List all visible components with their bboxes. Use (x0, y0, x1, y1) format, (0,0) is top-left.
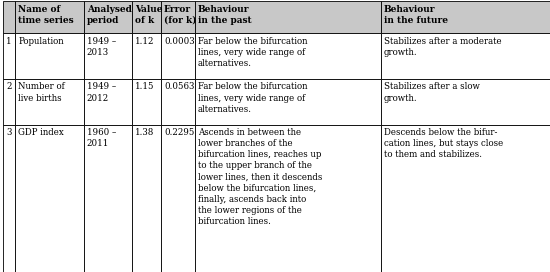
Bar (3, 33, 15, 79)
Bar (195, 33, 381, 79)
Text: Value
of k: Value of k (135, 5, 163, 25)
Text: Far below the bifurcation
lines, very wide range of
alternatives.: Far below the bifurcation lines, very wi… (198, 82, 307, 114)
Bar (161, 1, 195, 33)
Bar (84, 33, 132, 79)
Text: Behaviour
in the past: Behaviour in the past (198, 5, 252, 25)
Bar (161, 33, 195, 79)
Bar (132, 1, 161, 33)
Bar (84, 125, 132, 272)
Text: Behaviour
in the future: Behaviour in the future (384, 5, 448, 25)
Text: Far below the bifurcation
lines, very wide range of
alternatives.: Far below the bifurcation lines, very wi… (198, 37, 307, 68)
Text: Name of
time series: Name of time series (18, 5, 74, 25)
Bar (3, 1, 15, 33)
Bar (381, 1, 550, 33)
Bar (15, 33, 84, 79)
Text: 1949 –
2012: 1949 – 2012 (87, 82, 116, 103)
Text: 3: 3 (6, 128, 12, 137)
Text: Population: Population (18, 37, 64, 46)
Bar (381, 125, 550, 272)
Bar (195, 79, 381, 125)
Text: Error
(for k): Error (for k) (164, 5, 196, 25)
Text: 1949 –
2013: 1949 – 2013 (87, 37, 116, 57)
Text: Descends below the bifur-
cation lines, but stays close
to them and stabilizes.: Descends below the bifur- cation lines, … (384, 128, 503, 159)
Text: 0.0563: 0.0563 (164, 82, 194, 91)
Bar (132, 125, 161, 272)
Text: Stabilizes after a slow
growth.: Stabilizes after a slow growth. (384, 82, 480, 103)
Bar (381, 33, 550, 79)
Text: 1: 1 (6, 37, 12, 46)
Text: 2: 2 (6, 82, 12, 91)
Bar (15, 125, 84, 272)
Text: 0.2295: 0.2295 (164, 128, 194, 137)
Bar (15, 1, 84, 33)
Bar (84, 1, 132, 33)
Bar (84, 79, 132, 125)
Text: 1960 –
2011: 1960 – 2011 (87, 128, 116, 148)
Text: Ascends in between the
lower branches of the
bifurcation lines, reaches up
to th: Ascends in between the lower branches of… (198, 128, 322, 226)
Text: 1.15: 1.15 (135, 82, 155, 91)
Text: 0.0003: 0.0003 (164, 37, 195, 46)
Bar (195, 1, 381, 33)
Text: 1.12: 1.12 (135, 37, 155, 46)
Bar (3, 79, 15, 125)
Bar (161, 125, 195, 272)
Bar (195, 125, 381, 272)
Bar (161, 79, 195, 125)
Bar (132, 33, 161, 79)
Text: 1.38: 1.38 (135, 128, 155, 137)
Text: Analysed
period: Analysed period (87, 5, 132, 25)
Bar (15, 79, 84, 125)
Bar (381, 79, 550, 125)
Text: GDP index: GDP index (18, 128, 64, 137)
Text: Number of
live births: Number of live births (18, 82, 65, 103)
Bar (3, 125, 15, 272)
Text: Stabilizes after a moderate
growth.: Stabilizes after a moderate growth. (384, 37, 502, 57)
Bar (132, 79, 161, 125)
